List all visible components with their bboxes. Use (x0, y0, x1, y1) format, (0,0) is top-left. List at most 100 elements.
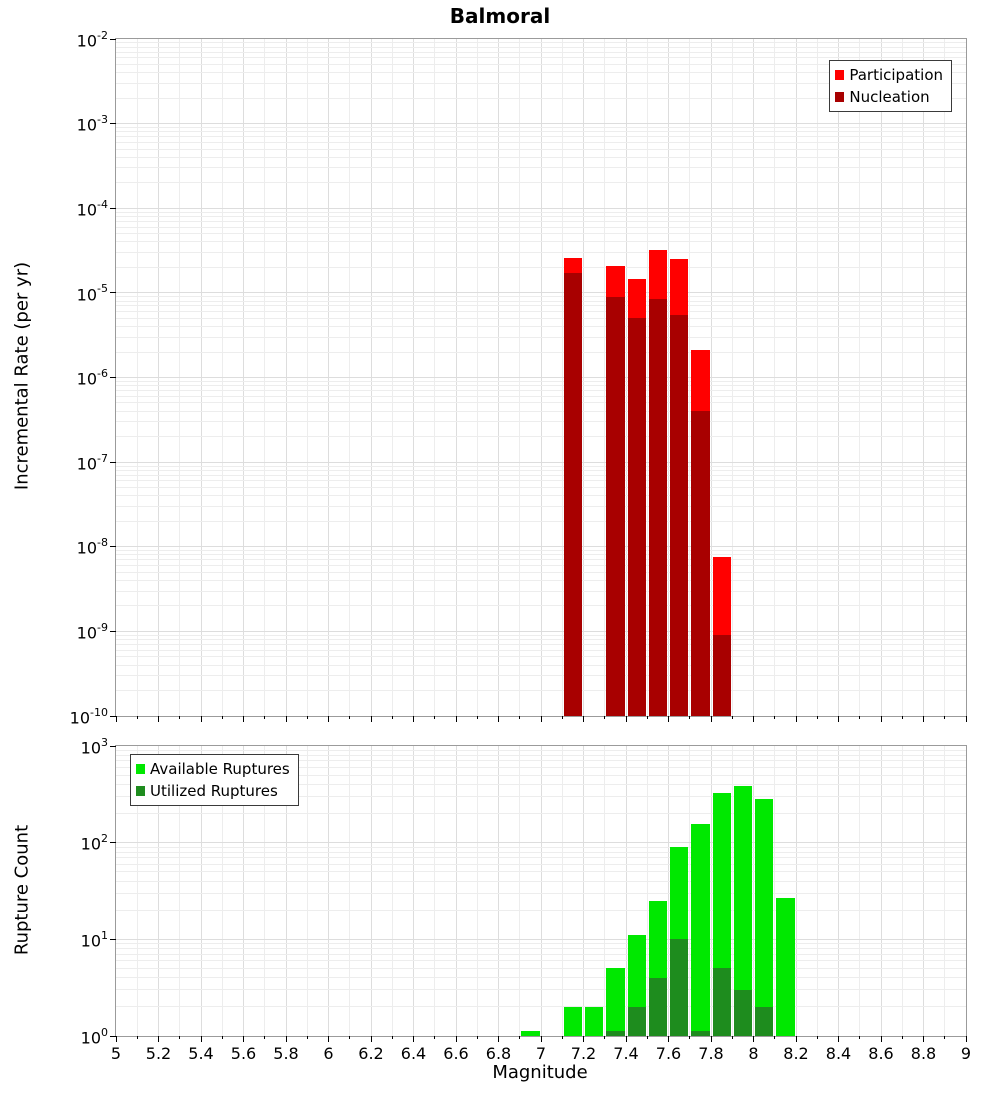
rupture-count-chart: 100 101 102 103 5 5.2 5.4 5.6 5.8 6 6.2 6.4 6.6 6.8 7 7… (81, 736, 971, 1063)
grid-line-horizontal (116, 241, 966, 243)
grid-line-horizontal (116, 131, 966, 133)
grid-line-horizontal (116, 690, 966, 692)
x-minor-tick (264, 1036, 266, 1039)
grid-line-vertical (413, 746, 414, 1036)
y-tick (110, 207, 116, 209)
x-tick (498, 716, 499, 722)
grid-line-horizontal (116, 892, 966, 894)
x-tick (328, 716, 329, 722)
grid-line-horizontal (116, 182, 966, 184)
grid-line-horizontal (116, 226, 966, 228)
grid-line-vertical (391, 746, 393, 1036)
x-tick (583, 716, 584, 722)
grid-line-horizontal (116, 296, 966, 298)
grid-line-horizontal (116, 505, 966, 507)
y-tick-label: 101 (80, 928, 108, 951)
grid-line-vertical (285, 746, 287, 1036)
x-tick (965, 1036, 967, 1042)
x-tick (285, 1036, 287, 1042)
grid-line-vertical (158, 746, 159, 1036)
grid-line-horizontal (116, 634, 966, 636)
grid-line-vertical (774, 746, 776, 1036)
x-tick (625, 1036, 627, 1042)
x-minor-tick (731, 716, 733, 719)
grid-line-horizontal (116, 760, 966, 762)
x-tick (965, 716, 967, 722)
grid-line-horizontal (116, 51, 966, 53)
x-tick (923, 716, 924, 722)
x-tick (328, 1036, 329, 1042)
grid-line-horizontal (116, 207, 966, 209)
x-tick (158, 716, 159, 722)
grid-line-horizontal (116, 749, 966, 751)
x-tick (710, 1036, 712, 1042)
grid-line-horizontal (116, 953, 966, 955)
grid-line-vertical (795, 746, 797, 1036)
x-tick (880, 716, 882, 722)
bar-utilized-ruptures (733, 989, 752, 1036)
x-tick (795, 1036, 797, 1042)
grid-line-vertical (179, 746, 181, 1036)
grid-line-horizontal (116, 148, 966, 150)
grid-line-horizontal (116, 656, 966, 658)
grid-line-horizontal (116, 675, 966, 677)
x-tick-label: 5.2 (145, 1044, 172, 1063)
x-minor-tick (519, 716, 521, 719)
x-tick (923, 1036, 924, 1042)
legend-item: Utilized Ruptures (136, 780, 290, 802)
x-minor-tick (434, 716, 436, 719)
x-minor-tick (859, 1036, 861, 1039)
y-tick-label: 103 (80, 735, 108, 757)
bar-nucleation (606, 296, 625, 716)
grid-line-horizontal (116, 766, 966, 768)
bar-nucleation (670, 314, 689, 716)
grid-line-horizontal (116, 215, 966, 217)
y-tick (110, 123, 116, 125)
grid-line-horizontal (116, 410, 966, 412)
bar-available-ruptures (755, 799, 774, 1036)
y-tick (110, 938, 116, 940)
x-tick (200, 716, 202, 722)
y-tick-label: 10-9 (76, 620, 108, 643)
legend: Participation Nucleation (829, 60, 952, 112)
grid-line-vertical (136, 746, 138, 1036)
grid-line-horizontal (116, 57, 966, 59)
x-tick-label: 8.4 (825, 1044, 852, 1063)
grid-line-vertical (306, 746, 308, 1036)
grid-line-horizontal (116, 967, 966, 969)
x-tick (583, 1036, 584, 1042)
x-minor-tick (604, 716, 606, 719)
grid-line-horizontal (116, 220, 966, 222)
x-tick-label: 7.8 (698, 1044, 724, 1063)
grid-line-horizontal (116, 813, 966, 815)
legend-swatch-nucleation (835, 92, 845, 102)
grid-line-vertical (944, 746, 946, 1036)
grid-line-vertical (668, 746, 669, 1036)
legend-label: Nucleation (849, 88, 930, 106)
x-minor-tick (391, 716, 393, 719)
x-minor-tick (306, 1036, 308, 1039)
grid-line-vertical (264, 746, 266, 1036)
x-minor-tick (689, 716, 691, 719)
grid-line-horizontal (116, 590, 966, 592)
x-tick-label: 8.6 (868, 1044, 894, 1063)
x-minor-tick (136, 1036, 138, 1039)
grid-line-horizontal (116, 311, 966, 313)
bar-available-ruptures (776, 897, 795, 1036)
grid-line-horizontal (116, 643, 966, 645)
x-tick (413, 1036, 414, 1042)
grid-line-horizontal (116, 571, 966, 573)
x-tick-label: 5.8 (273, 1044, 299, 1063)
grid-line-horizontal (116, 559, 966, 561)
legend-label: Utilized Ruptures (150, 782, 278, 800)
grid-line-vertical (434, 746, 436, 1036)
legend-item: Nucleation (835, 86, 943, 108)
x-tick-label: 6 (323, 1044, 334, 1063)
x-tick-label: 7 (535, 1044, 547, 1063)
x-tick-label: 7.2 (570, 1044, 597, 1063)
grid-line-horizontal (116, 42, 966, 44)
bar-nucleation (563, 273, 582, 716)
grid-line-vertical (710, 746, 712, 1036)
grid-line-horizontal (116, 857, 966, 859)
